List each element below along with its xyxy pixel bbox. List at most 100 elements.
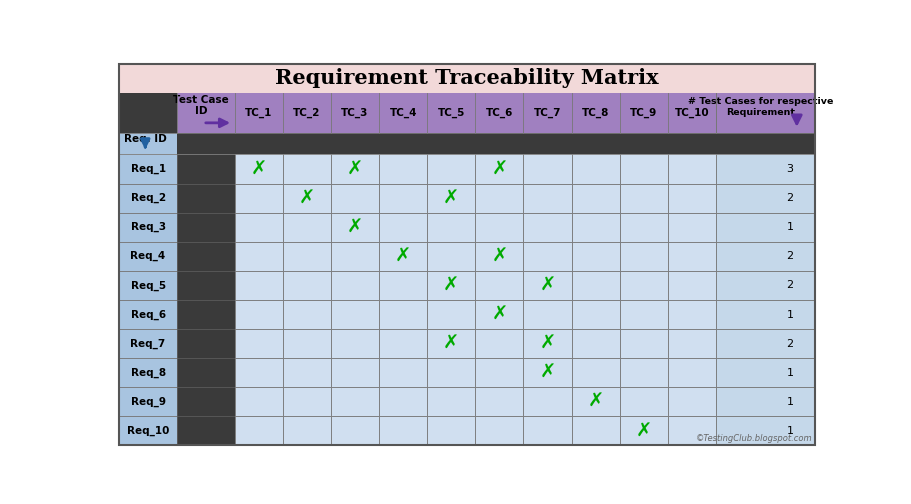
Text: ✗: ✗ bbox=[251, 159, 267, 178]
Bar bbox=[379, 387, 427, 416]
Bar bbox=[177, 387, 235, 416]
Bar bbox=[619, 213, 668, 242]
Bar bbox=[716, 387, 814, 416]
Bar bbox=[379, 93, 427, 133]
Text: 1: 1 bbox=[786, 309, 793, 320]
Bar bbox=[235, 154, 282, 183]
Bar bbox=[476, 93, 524, 133]
Bar bbox=[282, 93, 331, 133]
Text: TC_8: TC_8 bbox=[582, 108, 609, 118]
Bar bbox=[331, 154, 379, 183]
Bar bbox=[619, 183, 668, 213]
Bar bbox=[524, 213, 571, 242]
Text: Test Case
ID: Test Case ID bbox=[173, 95, 229, 116]
Text: Req_8: Req_8 bbox=[130, 367, 166, 378]
Bar bbox=[119, 133, 177, 154]
Bar bbox=[716, 242, 814, 271]
Bar bbox=[379, 300, 427, 329]
Text: ✗: ✗ bbox=[395, 247, 412, 266]
Bar bbox=[235, 329, 282, 358]
Bar bbox=[177, 329, 235, 358]
Text: ✗: ✗ bbox=[491, 159, 507, 178]
Bar bbox=[427, 213, 476, 242]
Text: ✗: ✗ bbox=[443, 334, 459, 353]
Text: TC_6: TC_6 bbox=[486, 108, 513, 118]
Bar bbox=[427, 93, 476, 133]
Text: TC_2: TC_2 bbox=[293, 108, 321, 118]
Text: Req_10: Req_10 bbox=[127, 426, 169, 436]
Bar bbox=[427, 387, 476, 416]
Bar bbox=[235, 271, 282, 300]
Bar bbox=[619, 242, 668, 271]
Bar bbox=[282, 387, 331, 416]
Text: Req_4: Req_4 bbox=[130, 251, 166, 262]
Bar bbox=[331, 213, 379, 242]
Bar bbox=[571, 93, 619, 133]
Bar bbox=[177, 93, 235, 133]
Bar bbox=[571, 183, 619, 213]
Bar bbox=[119, 271, 177, 300]
Bar bbox=[177, 358, 235, 387]
Bar bbox=[177, 416, 235, 446]
Bar bbox=[282, 213, 331, 242]
Bar bbox=[379, 416, 427, 446]
Text: ✗: ✗ bbox=[443, 276, 459, 295]
Bar bbox=[668, 242, 716, 271]
Text: 3: 3 bbox=[786, 164, 793, 174]
Bar bbox=[379, 242, 427, 271]
Bar bbox=[427, 416, 476, 446]
Text: Req_9: Req_9 bbox=[130, 397, 166, 407]
Bar bbox=[331, 358, 379, 387]
Text: # Test Cases for respective
Requirement: # Test Cases for respective Requirement bbox=[688, 97, 833, 116]
Bar bbox=[571, 154, 619, 183]
Bar bbox=[379, 358, 427, 387]
Text: ✗: ✗ bbox=[443, 188, 459, 208]
Bar bbox=[331, 416, 379, 446]
Bar bbox=[524, 300, 571, 329]
Bar bbox=[177, 183, 235, 213]
Text: Req. ID: Req. ID bbox=[124, 135, 167, 144]
Bar bbox=[427, 300, 476, 329]
Bar bbox=[235, 358, 282, 387]
Bar bbox=[571, 387, 619, 416]
Bar bbox=[668, 271, 716, 300]
Bar bbox=[524, 387, 571, 416]
Bar bbox=[668, 183, 716, 213]
Bar bbox=[524, 154, 571, 183]
Bar bbox=[476, 300, 524, 329]
Bar bbox=[379, 183, 427, 213]
Text: ✗: ✗ bbox=[347, 159, 363, 178]
Text: ©TestingClub.blogspot.com: ©TestingClub.blogspot.com bbox=[696, 434, 813, 443]
Bar bbox=[379, 329, 427, 358]
Bar bbox=[524, 242, 571, 271]
Text: Requirement Traceability Matrix: Requirement Traceability Matrix bbox=[275, 68, 659, 88]
Bar bbox=[476, 358, 524, 387]
Bar bbox=[571, 213, 619, 242]
Bar bbox=[331, 242, 379, 271]
Text: TC_3: TC_3 bbox=[342, 108, 369, 118]
Bar bbox=[331, 300, 379, 329]
Bar bbox=[282, 242, 331, 271]
Bar bbox=[668, 300, 716, 329]
Bar bbox=[427, 183, 476, 213]
Bar bbox=[668, 387, 716, 416]
Text: 2: 2 bbox=[786, 339, 793, 349]
Bar bbox=[177, 271, 235, 300]
Bar bbox=[427, 271, 476, 300]
Text: TC_7: TC_7 bbox=[534, 108, 561, 118]
Bar bbox=[716, 416, 814, 446]
Bar bbox=[177, 213, 235, 242]
Bar bbox=[524, 358, 571, 387]
Bar bbox=[235, 300, 282, 329]
Bar bbox=[119, 358, 177, 387]
Bar bbox=[119, 183, 177, 213]
Text: TC_4: TC_4 bbox=[389, 108, 417, 118]
Bar bbox=[524, 416, 571, 446]
Bar bbox=[668, 358, 716, 387]
Bar bbox=[571, 329, 619, 358]
Text: Req_7: Req_7 bbox=[130, 339, 166, 349]
Bar bbox=[282, 183, 331, 213]
Bar bbox=[524, 271, 571, 300]
Bar bbox=[524, 329, 571, 358]
Bar bbox=[571, 300, 619, 329]
